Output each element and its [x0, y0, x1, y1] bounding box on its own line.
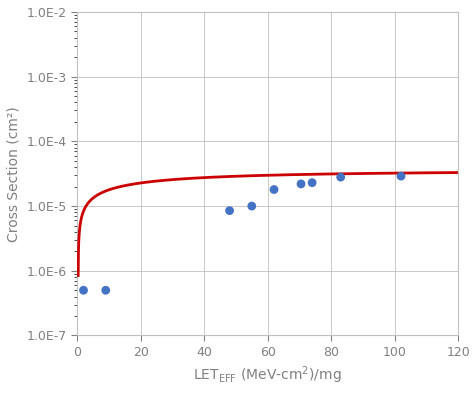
Point	[102, 287, 109, 294]
Y-axis label: Cross Section (cm²): Cross Section (cm²)	[7, 106, 21, 242]
Point	[297, 181, 304, 187]
Point	[307, 180, 315, 186]
Point	[397, 173, 404, 179]
Point	[336, 174, 344, 180]
Point	[269, 186, 277, 193]
X-axis label: LET$_{\mathregular{EFF}}$ (MeV-cm$^2$)/mg: LET$_{\mathregular{EFF}}$ (MeV-cm$^2$)/m…	[193, 364, 341, 386]
Point	[79, 287, 87, 294]
Point	[248, 203, 255, 209]
Point	[225, 208, 233, 214]
